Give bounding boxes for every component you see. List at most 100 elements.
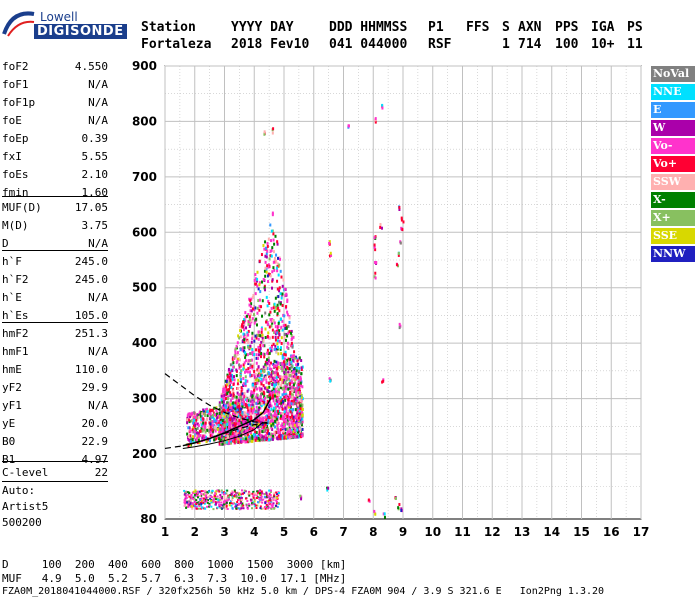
data-point (291, 365, 294, 369)
data-point (298, 416, 301, 420)
data-point (202, 408, 205, 412)
data-point (291, 411, 294, 415)
data-point (253, 425, 256, 429)
data-point (251, 498, 254, 501)
data-point (223, 492, 226, 495)
data-point (285, 405, 288, 409)
data-point (201, 424, 204, 428)
data-point (226, 496, 229, 499)
data-point (299, 383, 302, 387)
data-point (220, 431, 223, 435)
data-point (273, 392, 276, 396)
data-point (192, 440, 195, 444)
data-point (296, 376, 299, 380)
data-point (221, 419, 224, 423)
data-point (260, 435, 263, 439)
data-point (257, 365, 260, 369)
data-point (300, 433, 303, 437)
data-point (276, 262, 279, 266)
data-point (252, 363, 255, 367)
data-point (231, 437, 234, 441)
data-point (260, 495, 263, 498)
data-point (219, 436, 222, 440)
legend-item-vo: Vo+ (651, 156, 695, 172)
data-point (257, 345, 260, 349)
data-point (277, 361, 280, 365)
data-point (231, 490, 234, 493)
data-point (253, 321, 256, 325)
data-point (221, 409, 224, 413)
data-point (280, 399, 283, 403)
data-point (398, 205, 401, 209)
data-point (266, 506, 269, 509)
data-point (253, 422, 256, 426)
data-point (192, 430, 195, 434)
data-point (271, 286, 274, 290)
data-point (262, 417, 265, 421)
y-tick-label: 900 (132, 59, 157, 73)
data-point (261, 429, 264, 433)
data-point (269, 391, 272, 395)
data-point (275, 431, 278, 435)
data-point (286, 416, 289, 420)
data-point (260, 389, 263, 393)
data-point (233, 404, 236, 408)
data-point (230, 377, 233, 381)
data-point (276, 331, 279, 335)
data-point (251, 437, 254, 441)
data-point (275, 496, 278, 499)
data-point (275, 382, 278, 386)
data-point (283, 375, 286, 379)
data-point (293, 435, 296, 439)
data-point (264, 424, 267, 428)
data-point (223, 441, 226, 445)
data-point (239, 369, 242, 373)
data-point (268, 499, 271, 502)
data-point (381, 380, 384, 384)
data-point (245, 436, 248, 440)
data-point (397, 251, 400, 255)
data-point (277, 431, 280, 435)
data-point (226, 507, 229, 510)
data-point (238, 427, 241, 431)
data-point (283, 415, 286, 419)
data-point (233, 437, 236, 441)
data-point (226, 411, 229, 415)
data-point (243, 491, 246, 494)
data-point (188, 426, 191, 430)
data-point (264, 416, 267, 420)
data-point (259, 290, 262, 294)
data-point (264, 387, 267, 391)
data-point (235, 433, 238, 437)
data-point (256, 496, 259, 499)
data-point (228, 409, 231, 413)
data-point (265, 403, 268, 407)
data-point (272, 378, 275, 382)
data-point (300, 368, 303, 372)
data-point (285, 362, 288, 366)
data-point (222, 493, 225, 496)
data-point (231, 357, 234, 361)
data-point (282, 401, 285, 405)
data-point (265, 376, 268, 380)
data-point (238, 417, 241, 421)
data-point (283, 332, 286, 336)
data-point (273, 495, 276, 498)
data-point (292, 385, 295, 389)
data-point (237, 409, 240, 413)
data-point (220, 426, 223, 430)
data-point (249, 425, 252, 429)
data-point (231, 417, 234, 421)
data-point (245, 437, 248, 441)
data-point (210, 501, 213, 504)
data-point (278, 491, 281, 494)
data-point (296, 432, 299, 436)
data-point (217, 498, 220, 501)
x-tick-label: 13 (514, 525, 531, 539)
data-point (226, 418, 229, 422)
data-point (296, 357, 299, 361)
data-point (249, 395, 252, 399)
data-point (239, 395, 242, 399)
data-point (271, 131, 274, 135)
data-point (272, 417, 275, 421)
